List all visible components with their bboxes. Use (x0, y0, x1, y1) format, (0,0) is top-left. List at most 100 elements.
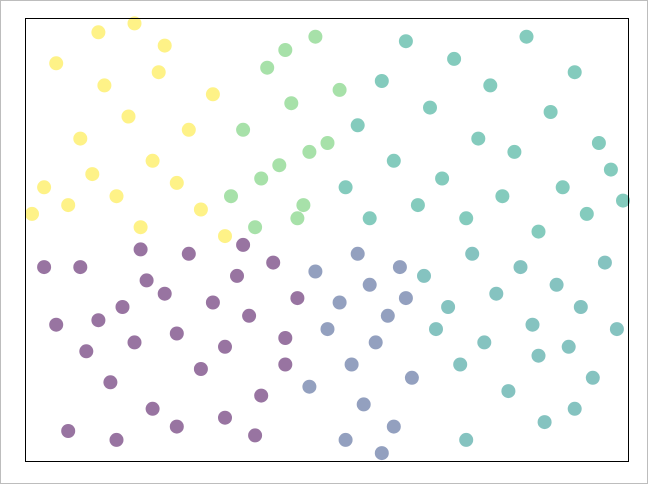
scatter-point-upper-left-18 (151, 65, 166, 80)
scatter-point-upper-left-2 (49, 56, 64, 71)
scatter-point-lower-left-25 (218, 410, 232, 425)
scatter-point-upper-right-7 (423, 100, 437, 115)
scatter-point-lower-left-10 (157, 286, 172, 301)
scatter-point-lower-middle-13 (374, 446, 389, 461)
scatter-point-upper-left-11 (157, 38, 172, 53)
scatter-point-lower-right-16 (609, 322, 624, 337)
scatter-point-lower-left-28 (248, 428, 263, 443)
scatter-point-upper-right-13 (495, 189, 510, 204)
scatter-point-lower-left-15 (218, 339, 232, 354)
scatter-point-lower-middle-3 (344, 357, 359, 372)
scatter-point-upper-middle-4 (272, 158, 287, 173)
scatter-point-upper-right-0 (338, 180, 353, 195)
scatter-point-lower-right-4 (465, 246, 480, 261)
scatter-point-upper-right-5 (398, 34, 413, 49)
scatter-point-lower-left-17 (242, 308, 257, 323)
scatter-point-upper-left-12 (169, 175, 184, 190)
scatter-point-lower-right-12 (561, 339, 576, 354)
scatter-point-upper-right-14 (507, 144, 522, 159)
scatter-point-lower-middle-11 (404, 370, 419, 385)
scatter-point-lower-right-17 (459, 432, 474, 447)
scatter-point-upper-right-23 (616, 193, 630, 208)
scatter-point-lower-left-4 (91, 313, 106, 328)
scatter-point-upper-middle-9 (332, 82, 347, 97)
scatter-point-lower-left-23 (109, 432, 124, 447)
scatter-point-upper-right-20 (579, 206, 594, 221)
scatter-point-lower-left-29 (278, 357, 293, 372)
scatter-point-lower-right-8 (513, 260, 528, 275)
scatter-point-upper-right-10 (459, 211, 474, 226)
scatter-point-lower-left-7 (127, 335, 142, 350)
scatter-point-upper-right-6 (410, 198, 425, 213)
scatter-point-lower-right-5 (477, 335, 492, 350)
scatter-point-upper-right-22 (603, 162, 618, 177)
scatter-point-upper-right-15 (519, 29, 534, 44)
axes-box (25, 18, 629, 462)
scatter-point-upper-right-16 (531, 224, 546, 239)
scatter-point-lower-right-3 (453, 357, 468, 372)
scatter-point-lower-right-0 (417, 268, 431, 283)
scatter-point-upper-right-3 (374, 74, 389, 88)
scatter-point-upper-middle-12 (302, 144, 317, 159)
scatter-point-upper-middle-7 (308, 29, 323, 44)
scatter-point-lower-left-18 (254, 388, 269, 403)
scatter-point-upper-left-7 (109, 189, 124, 204)
scatter-point-upper-left-13 (181, 122, 196, 137)
scatter-point-upper-middle-1 (236, 122, 251, 137)
scatter-point-upper-right-11 (471, 131, 486, 146)
scatter-point-upper-right-18 (555, 180, 570, 195)
scatter-point-upper-left-15 (205, 87, 220, 102)
scatter-point-lower-right-13 (573, 300, 588, 314)
scatter-point-lower-left-6 (115, 300, 130, 314)
scatter-point-lower-middle-15 (398, 291, 413, 306)
scatter-point-lower-middle-4 (350, 246, 365, 261)
scatter-point-upper-middle-5 (284, 96, 299, 111)
scatter-point-upper-left-1 (37, 180, 52, 195)
scatter-point-upper-left-5 (85, 167, 100, 182)
scatter-point-lower-right-10 (537, 415, 552, 430)
scatter-point-lower-left-2 (73, 260, 88, 275)
scatter-point-upper-left-17 (127, 16, 142, 31)
scatter-point-lower-left-9 (145, 401, 160, 416)
scatter-points (25, 16, 630, 461)
scatter-point-lower-left-5 (103, 375, 118, 390)
scatter-point-upper-right-19 (567, 65, 582, 80)
scatter-point-lower-left-12 (181, 246, 196, 261)
scatter-point-lower-middle-8 (380, 308, 395, 323)
scatter-point-upper-right-4 (386, 153, 401, 168)
scatter-point-upper-left-6 (97, 78, 112, 93)
scatter-point-lower-left-14 (205, 295, 220, 310)
scatter-point-lower-right-11 (549, 277, 564, 292)
scatter-point-lower-left-24 (169, 419, 184, 434)
scatter-point-upper-middle-0 (224, 189, 238, 204)
scatter-point-lower-left-11 (169, 326, 184, 341)
scatter-point-lower-right-19 (567, 401, 582, 416)
scatter-point-lower-left-19 (266, 255, 281, 270)
scatter-point-upper-left-3 (61, 198, 76, 213)
scatter-point-lower-right-7 (501, 384, 516, 399)
scatter-point-lower-left-13 (193, 362, 208, 376)
scatter-point-upper-middle-8 (320, 136, 335, 150)
scatter-point-lower-right-9 (525, 317, 540, 332)
scatter-point-lower-right-1 (429, 322, 443, 337)
scatter-point-upper-right-2 (362, 211, 377, 226)
scatter-point-upper-left-8 (121, 109, 136, 124)
scatter-point-upper-left-0 (25, 206, 39, 221)
scatter-point-upper-middle-13 (278, 43, 293, 57)
scatter-point-lower-middle-1 (320, 322, 335, 337)
scatter-point-lower-left-1 (49, 317, 64, 332)
scatter-point-lower-middle-2 (332, 295, 347, 310)
scatter-point-upper-left-14 (193, 202, 208, 217)
scatter-point-lower-right-6 (489, 286, 504, 301)
scatter-point-upper-left-10 (145, 153, 160, 168)
scatter-point-upper-right-21 (591, 136, 606, 150)
scatter-point-lower-middle-5 (356, 397, 371, 412)
scatter-point-lower-right-2 (441, 300, 456, 314)
scatter-point-upper-middle-2 (248, 220, 263, 235)
scatter-point-lower-right-15 (597, 255, 612, 270)
scatter-point-lower-middle-12 (338, 432, 353, 447)
scatter-point-lower-left-22 (61, 424, 76, 438)
scatter-point-lower-left-3 (79, 344, 94, 359)
scatter-point-lower-middle-9 (386, 419, 401, 434)
